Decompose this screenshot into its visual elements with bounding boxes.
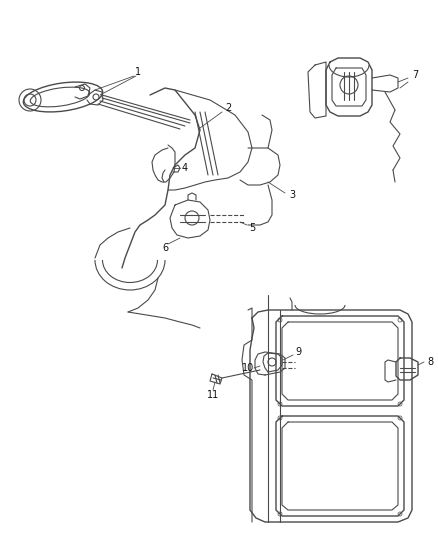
Text: 4: 4 [182, 163, 188, 173]
Text: 7: 7 [412, 70, 418, 80]
Text: 6: 6 [162, 243, 168, 253]
Text: 10: 10 [242, 363, 254, 373]
Text: 9: 9 [295, 347, 301, 357]
Text: 1: 1 [135, 67, 141, 77]
Text: 11: 11 [207, 390, 219, 400]
Text: 8: 8 [427, 357, 433, 367]
Text: 5: 5 [249, 223, 255, 233]
Text: 2: 2 [225, 103, 231, 113]
Text: 3: 3 [289, 190, 295, 200]
